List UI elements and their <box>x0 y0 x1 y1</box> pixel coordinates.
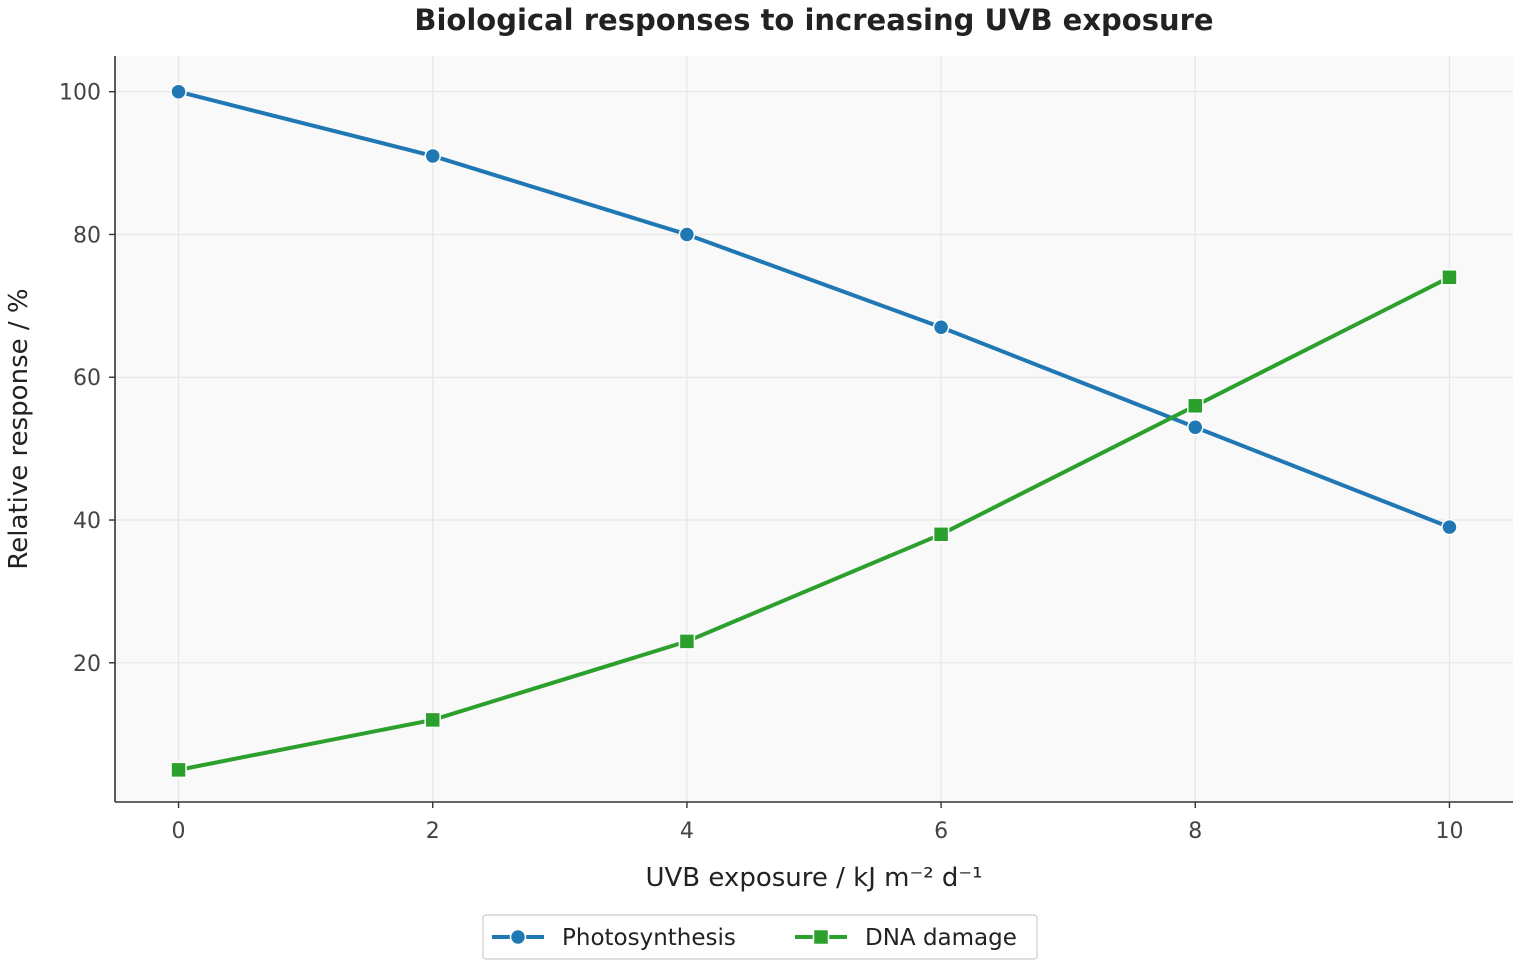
data-point <box>424 147 441 165</box>
legend-label: DNA damage <box>865 925 1017 951</box>
data-point <box>170 761 187 779</box>
legend-box <box>482 914 1038 960</box>
x-tick-label: 6 <box>934 819 948 844</box>
data-point <box>1441 518 1458 536</box>
series <box>170 83 1458 779</box>
data-point <box>1441 269 1458 286</box>
y-tick-label: 80 <box>73 223 101 248</box>
chart-title: Biological responses to increasing UVB e… <box>414 3 1213 37</box>
data-point <box>678 226 696 243</box>
data-point <box>170 83 187 100</box>
data-point <box>932 526 950 543</box>
series-line <box>176 275 1452 772</box>
data-point <box>1187 418 1204 436</box>
data-point <box>932 319 950 336</box>
y-axis-label: Relative response / % <box>4 288 34 569</box>
legend-item: DNA damage <box>795 925 1017 951</box>
y-tick-label: 60 <box>73 366 101 391</box>
legend-items: Photosynthesis DNA damage <box>492 925 1017 951</box>
x-tick-label: 4 <box>680 819 694 844</box>
axes <box>114 56 1513 803</box>
y-tick-label: 40 <box>73 509 101 534</box>
x-tick-label: 8 <box>1188 819 1202 844</box>
series-line <box>176 89 1452 530</box>
data-point <box>424 711 441 729</box>
x-tick-label: 0 <box>172 819 186 844</box>
series-2 <box>170 269 1458 779</box>
x-axis-label: UVB exposure / kJ m⁻² d⁻¹ <box>645 863 982 893</box>
legend-swatch-marker <box>509 928 527 946</box>
x-tick-label: 10 <box>1435 819 1463 844</box>
data-point <box>1187 397 1204 415</box>
y-tick-label: 100 <box>59 81 101 106</box>
legend-item: Photosynthesis <box>492 925 736 951</box>
legend: Photosynthesis DNA damage <box>482 914 1038 960</box>
x-tick-label: 2 <box>426 819 440 844</box>
plot-background <box>115 56 1513 802</box>
legend-label: Photosynthesis <box>562 925 736 951</box>
series-1 <box>170 83 1458 536</box>
legend-swatch-marker <box>812 928 830 946</box>
data-point <box>678 633 696 650</box>
ticks: 0 2 4 6 8 10 20 40 60 80 100 <box>59 81 1463 844</box>
y-tick-label: 20 <box>73 652 101 677</box>
